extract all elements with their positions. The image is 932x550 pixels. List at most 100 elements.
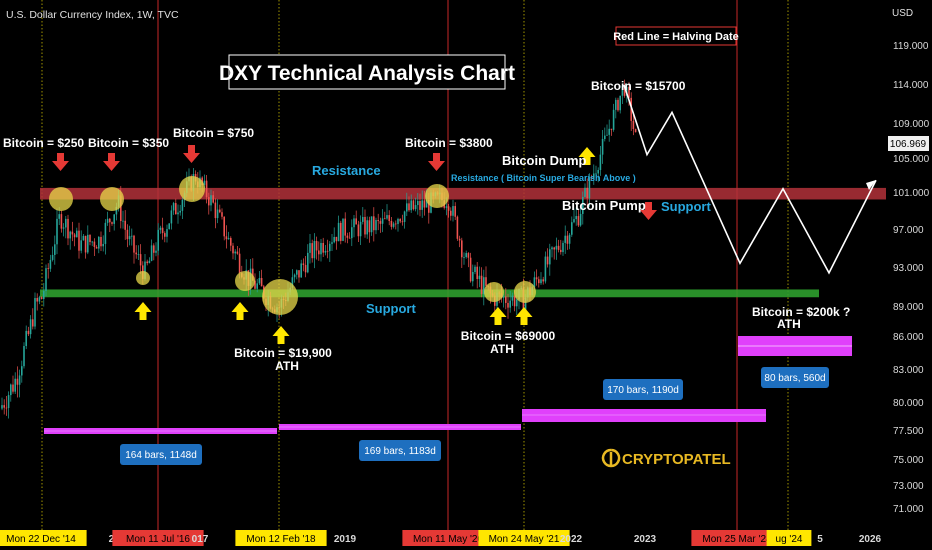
price-tick-label: 93.000 [893, 263, 924, 274]
annotation-btc-350: Bitcoin = $350 [88, 136, 169, 150]
annotation-ath-3: ATH [777, 317, 801, 331]
candle [225, 225, 228, 249]
candle [555, 237, 558, 260]
candle [549, 243, 551, 276]
candle [128, 225, 131, 246]
candle [304, 255, 307, 278]
price-tick-label: 71.000 [893, 504, 924, 515]
candle [29, 315, 32, 339]
candle [177, 204, 179, 224]
candle [73, 232, 76, 247]
arrow-up-icon [578, 147, 596, 165]
time-tick-label: 2026 [859, 534, 882, 545]
candle [7, 391, 10, 419]
candle [507, 293, 509, 319]
candle [313, 233, 316, 269]
time-tick-label: ug '24 [776, 534, 803, 545]
candle [311, 239, 313, 263]
price-tick-label: 109.000 [893, 119, 930, 130]
candle [78, 222, 80, 259]
candle [342, 218, 344, 242]
candle [335, 236, 338, 250]
candle [93, 238, 96, 256]
candle [340, 220, 342, 245]
candle [65, 215, 67, 239]
resistance-note: Resistance ( Bitcoin Super Bearish Above… [451, 173, 636, 183]
candle [368, 216, 371, 243]
chart-title: DXY Technical Analysis Chart [219, 62, 515, 85]
annotation-btc-200k: Bitcoin = $200k ? [752, 305, 850, 319]
candle [296, 269, 298, 280]
candle [181, 197, 184, 219]
candle [575, 206, 577, 226]
candle [502, 294, 505, 308]
candle [467, 252, 470, 268]
time-tick-label: 2019 [334, 534, 357, 545]
time-tick-label: Mon 11 Jul '16 [126, 534, 190, 545]
candle [355, 210, 357, 225]
bars-label-3: 170 bars, 1190d [607, 385, 679, 396]
candle [106, 211, 109, 226]
price-tick-label: 101.000 [893, 188, 930, 199]
candle [483, 269, 485, 306]
candle [124, 210, 126, 240]
candle [379, 217, 382, 233]
candle [344, 212, 346, 243]
candle [542, 276, 544, 285]
candle [258, 271, 261, 286]
candle [80, 230, 82, 254]
price-tick-label: 105.000 [893, 154, 930, 165]
circle-2017-low [235, 271, 255, 291]
candle [307, 244, 309, 274]
candle [458, 235, 461, 248]
candle [469, 252, 472, 283]
candle [540, 272, 542, 285]
candle [397, 217, 399, 232]
candle [505, 288, 507, 310]
candle [465, 250, 467, 259]
candle [67, 214, 69, 246]
time-tick-label: Mon 11 May '20 [413, 534, 484, 545]
candle [166, 224, 168, 243]
candle [76, 227, 78, 238]
candle [351, 219, 353, 247]
candle [357, 220, 360, 243]
candle [377, 213, 379, 231]
candle [573, 208, 575, 224]
arrow-down-icon [52, 153, 69, 171]
price-tick-label: 97.000 [893, 225, 924, 236]
title-box [228, 54, 506, 90]
candle [480, 267, 483, 298]
candle [109, 217, 111, 233]
candle [27, 326, 30, 336]
candle [606, 124, 608, 136]
time-tick-label: Mon 25 Mar '24 [702, 534, 772, 545]
candle [208, 192, 210, 215]
candle [146, 259, 148, 266]
annotation-btc-15700: Bitcoin = $15700 [591, 79, 686, 93]
candle [150, 239, 153, 262]
resistance-zone [40, 187, 886, 200]
price-tick-label: 80.000 [893, 398, 924, 409]
price-tick-label: 75.000 [893, 455, 924, 466]
candle [62, 223, 65, 237]
candle [634, 128, 637, 133]
candle [456, 215, 459, 241]
candle [5, 395, 8, 416]
candle [300, 259, 302, 278]
arrow-up-icon [134, 302, 152, 320]
annotation-btc-pump: Bitcoin Pump [562, 198, 646, 213]
candle [390, 216, 393, 230]
candle [315, 236, 318, 260]
time-label-highlight [478, 530, 570, 546]
annotation-btc-3800: Bitcoin = $3800 [405, 136, 493, 150]
candle [610, 128, 613, 136]
candle [403, 210, 406, 229]
circle-2021-low-a [484, 282, 504, 302]
candle [597, 167, 599, 183]
candle [562, 240, 564, 256]
time-tick-label: 5 [817, 534, 823, 545]
candle [608, 119, 610, 142]
candle [111, 221, 113, 226]
candle [604, 127, 606, 142]
